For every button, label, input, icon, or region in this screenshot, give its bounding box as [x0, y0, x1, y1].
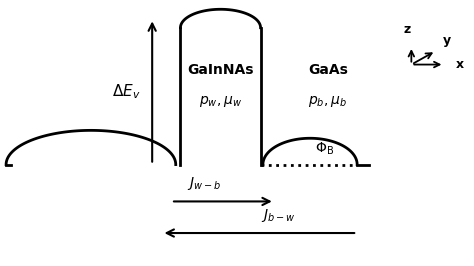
- Text: $p_w,\mu_w$: $p_w,\mu_w$: [199, 94, 242, 109]
- Text: y: y: [443, 34, 451, 47]
- Text: $J_{b-w}$: $J_{b-w}$: [261, 207, 295, 224]
- Text: z: z: [403, 23, 410, 36]
- Text: GaAs: GaAs: [308, 63, 347, 77]
- Text: $p_b,\mu_b$: $p_b,\mu_b$: [308, 94, 347, 109]
- Text: $J_{w-b}$: $J_{w-b}$: [187, 175, 221, 192]
- Text: x: x: [456, 58, 464, 71]
- Text: $\Delta E_v$: $\Delta E_v$: [112, 82, 140, 101]
- Text: $\Phi_\mathrm{B}$: $\Phi_\mathrm{B}$: [315, 141, 334, 157]
- Text: GaInNAs: GaInNAs: [187, 63, 254, 77]
